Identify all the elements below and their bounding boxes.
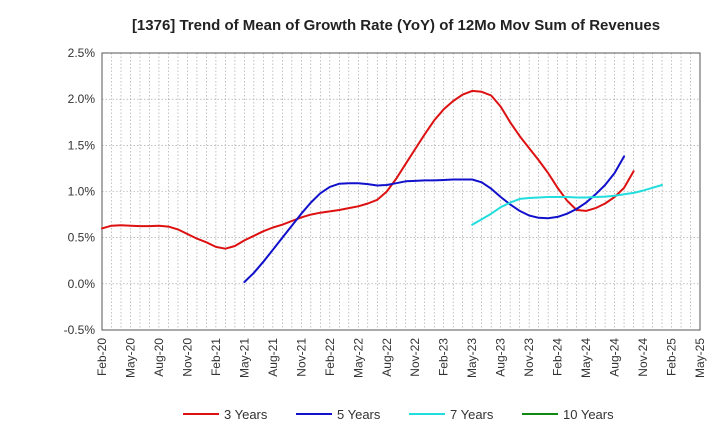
- legend: 3 Years 5 Years 7 Years 10 Years: [183, 407, 614, 422]
- legend-label: 3 Years: [224, 407, 268, 422]
- y-tick-label: 1.5%: [68, 138, 96, 152]
- x-tick-label: Nov-22: [408, 338, 422, 377]
- y-tick-label: 1.0%: [68, 185, 96, 199]
- chart-title: [1376] Trend of Mean of Growth Rate (YoY…: [132, 17, 660, 34]
- plot-area: [101, 52, 701, 331]
- x-tick-label: Aug-20: [152, 338, 166, 377]
- y-tick-label: 0.0%: [68, 277, 96, 291]
- legend-label: 7 Years: [450, 407, 494, 422]
- x-tick-label: Feb-24: [551, 338, 565, 376]
- x-tick-label: Feb-22: [323, 338, 337, 376]
- x-tick-label: May-21: [237, 338, 251, 378]
- x-tick-label: Aug-24: [608, 338, 622, 377]
- x-tick-label: Nov-21: [294, 338, 308, 377]
- series-line-7-years: [471, 184, 663, 226]
- x-tick-label: Nov-20: [180, 338, 194, 377]
- legend-label: 5 Years: [337, 407, 381, 422]
- x-tick-label: Feb-25: [665, 338, 679, 376]
- x-tick-label: Feb-23: [437, 338, 451, 376]
- x-tick-label: May-22: [351, 338, 365, 378]
- y-tick-label: 2.5%: [68, 46, 96, 60]
- grid-lines: [101, 52, 701, 331]
- x-tick-label: May-23: [465, 338, 479, 378]
- x-tick-label: Nov-24: [636, 338, 650, 377]
- x-tick-label: Aug-22: [380, 338, 394, 377]
- x-axis-ticks: Feb-20 May-20 Aug-20 Nov-20 Feb-21 May-21 Aug-…: [95, 338, 707, 378]
- x-tick-label: Feb-20: [95, 338, 109, 376]
- y-tick-label: -0.5%: [64, 323, 96, 337]
- series-lines: [101, 89, 663, 283]
- series-line-5-years: [243, 155, 626, 283]
- y-tick-label: 2.0%: [68, 92, 96, 106]
- legend-label: 10 Years: [563, 407, 614, 422]
- series-line-3-years: [101, 89, 635, 250]
- x-tick-label: Aug-23: [494, 338, 508, 377]
- x-tick-label: May-20: [123, 338, 137, 378]
- x-tick-label: May-25: [693, 338, 707, 378]
- y-tick-label: 0.5%: [68, 231, 96, 245]
- x-tick-label: May-24: [579, 338, 593, 378]
- y-axis-ticks: 2.5% 2.0% 1.5% 1.0% 0.5% 0.0% -0.5%: [64, 46, 96, 337]
- x-tick-label: Aug-21: [266, 338, 280, 377]
- x-tick-label: Nov-23: [522, 338, 536, 377]
- plot-border: [101, 52, 701, 331]
- x-tick-label: Feb-21: [209, 338, 223, 376]
